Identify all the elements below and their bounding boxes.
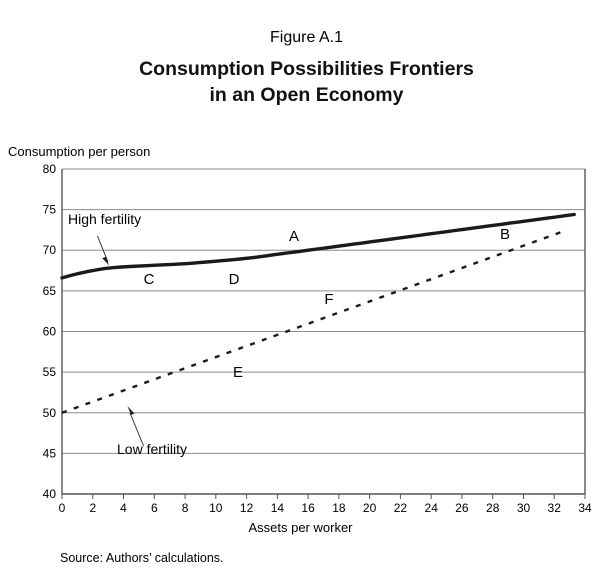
svg-text:60: 60 [43, 325, 57, 339]
svg-text:8: 8 [182, 501, 189, 515]
svg-text:2: 2 [89, 501, 96, 515]
svg-text:Low fertility: Low fertility [117, 441, 187, 457]
svg-text:12: 12 [240, 501, 254, 515]
svg-text:50: 50 [43, 406, 57, 420]
svg-text:65: 65 [43, 284, 57, 298]
svg-text:30: 30 [517, 501, 531, 515]
svg-text:High fertility: High fertility [68, 211, 141, 227]
svg-text:75: 75 [43, 203, 57, 217]
svg-text:32: 32 [548, 501, 562, 515]
svg-text:28: 28 [486, 501, 500, 515]
svg-text:70: 70 [43, 243, 57, 257]
svg-text:18: 18 [332, 501, 346, 515]
svg-text:0: 0 [59, 501, 66, 515]
svg-text:20: 20 [363, 501, 377, 515]
svg-text:34: 34 [578, 501, 592, 515]
svg-text:16: 16 [301, 501, 315, 515]
svg-text:D: D [229, 271, 240, 288]
svg-text:10: 10 [209, 501, 223, 515]
svg-text:80: 80 [43, 162, 57, 176]
svg-text:A: A [289, 228, 299, 245]
svg-text:E: E [233, 364, 243, 381]
svg-text:6: 6 [151, 501, 158, 515]
svg-text:22: 22 [394, 501, 408, 515]
svg-text:45: 45 [43, 446, 57, 460]
svg-text:B: B [500, 226, 510, 243]
svg-text:26: 26 [455, 501, 469, 515]
svg-text:14: 14 [271, 501, 285, 515]
svg-text:24: 24 [425, 501, 439, 515]
svg-text:C: C [144, 271, 155, 288]
svg-text:F: F [324, 291, 333, 308]
svg-text:4: 4 [120, 501, 127, 515]
svg-text:40: 40 [43, 487, 57, 501]
svg-text:55: 55 [43, 365, 57, 379]
